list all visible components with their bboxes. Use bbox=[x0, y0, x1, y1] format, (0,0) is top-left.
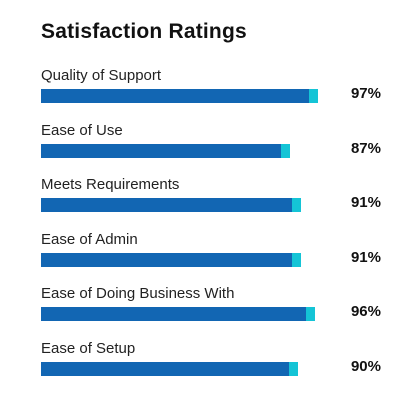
bar-cap bbox=[305, 307, 315, 321]
bar-value-label: 91% bbox=[350, 194, 381, 211]
bar-fill bbox=[41, 361, 290, 376]
bar-cap bbox=[292, 198, 302, 212]
bar-fill bbox=[41, 143, 281, 158]
bar-track bbox=[41, 89, 318, 103]
bar-row: Ease of Doing Business With 96% bbox=[41, 285, 381, 325]
bar-value-label: 91% bbox=[350, 248, 381, 266]
bar-cap bbox=[280, 143, 290, 158]
bar-value-label: 96% bbox=[350, 303, 381, 320]
bar-track bbox=[41, 361, 318, 376]
bar-label: Ease of Setup bbox=[41, 339, 136, 357]
bar-value-label: 90% bbox=[350, 357, 381, 375]
bar-track bbox=[41, 252, 318, 267]
bar-value-label: 97% bbox=[350, 85, 381, 102]
bar-cap bbox=[292, 252, 302, 267]
bar-fill bbox=[41, 89, 309, 103]
bar-label: Ease of Doing Business With bbox=[41, 285, 235, 302]
bar-row: Quality of Support 97% bbox=[41, 67, 381, 107]
bar-row: Ease of Use 87% bbox=[41, 122, 381, 162]
bar-row: Ease of Setup 90% bbox=[41, 340, 381, 380]
bar-label: Quality of Support bbox=[41, 67, 162, 84]
bar-track bbox=[41, 307, 318, 321]
chart-title: Satisfaction Ratings bbox=[41, 20, 247, 43]
bar-label: Ease of Use bbox=[41, 121, 123, 139]
bar-row: Meets Requirements 91% bbox=[41, 176, 381, 216]
bar-label: Ease of Admin bbox=[41, 230, 138, 248]
bar-fill bbox=[41, 252, 293, 267]
bar-fill bbox=[41, 307, 306, 321]
bar-cap bbox=[289, 361, 299, 376]
bar-track bbox=[41, 198, 318, 212]
bar-cap bbox=[308, 89, 318, 103]
bar-label: Meets Requirements bbox=[41, 176, 180, 193]
bar-fill bbox=[41, 198, 293, 212]
bar-row: Ease of Admin 91% bbox=[41, 231, 381, 271]
bar-track bbox=[41, 143, 318, 158]
bar-value-label: 87% bbox=[350, 139, 381, 157]
